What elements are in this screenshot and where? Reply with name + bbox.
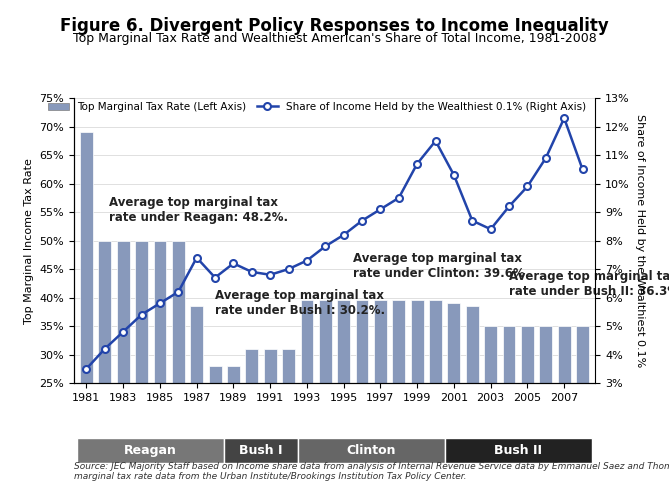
Text: Reagan: Reagan <box>124 444 177 457</box>
Text: Source: JEC Majority Staff based on Income share data from analysis of Internal : Source: JEC Majority Staff based on Inco… <box>74 462 669 481</box>
Bar <box>190 306 203 491</box>
Bar <box>227 366 240 491</box>
Bar <box>521 326 534 491</box>
FancyBboxPatch shape <box>224 438 298 463</box>
Bar <box>429 300 442 491</box>
Bar <box>300 300 313 491</box>
Legend: Top Marginal Tax Rate (Left Axis), Share of Income Held by the Wealthiest 0.1% (: Top Marginal Tax Rate (Left Axis), Share… <box>44 98 590 116</box>
Bar <box>98 241 111 491</box>
FancyBboxPatch shape <box>445 438 592 463</box>
Bar <box>466 305 479 491</box>
Text: Top Marginal Tax Rate and Wealthiest American's Share of Total Income, 1981-2008: Top Marginal Tax Rate and Wealthiest Ame… <box>73 32 596 45</box>
Bar <box>539 326 552 491</box>
Bar <box>374 300 387 491</box>
Bar <box>337 300 350 491</box>
Bar <box>448 302 460 491</box>
Bar <box>264 349 276 491</box>
Bar <box>356 300 369 491</box>
Text: Average top marginal tax
rate under Clinton: 39.6%.: Average top marginal tax rate under Clin… <box>353 252 529 280</box>
Bar <box>411 300 423 491</box>
Bar <box>558 326 571 491</box>
Bar <box>246 349 258 491</box>
FancyBboxPatch shape <box>298 438 445 463</box>
Bar <box>135 241 148 491</box>
Bar <box>153 241 167 491</box>
Bar <box>172 241 185 491</box>
Bar <box>80 132 93 491</box>
Bar <box>319 300 332 491</box>
Bar <box>209 366 221 491</box>
Text: Bush II: Bush II <box>494 444 543 457</box>
Y-axis label: Top Marginal Income Tax Rate: Top Marginal Income Tax Rate <box>23 158 33 324</box>
Text: Figure 6. Divergent Policy Responses to Income Inequality: Figure 6. Divergent Policy Responses to … <box>60 17 609 35</box>
Text: Average top marginal tax
rate under Reagan: 48.2%.: Average top marginal tax rate under Reag… <box>108 195 288 223</box>
Bar <box>393 300 405 491</box>
Text: Clinton: Clinton <box>347 444 396 457</box>
Bar <box>282 349 295 491</box>
Text: Average top marginal tax
rate under Bush I: 30.2%.: Average top marginal tax rate under Bush… <box>215 290 385 318</box>
Text: Average top marginal tax
rate under Bush II: 36.3%.: Average top marginal tax rate under Bush… <box>509 270 669 298</box>
Bar <box>576 326 589 491</box>
Y-axis label: Share of Income Held by the Wealthiest 0.1%: Share of Income Held by the Wealthiest 0… <box>636 114 646 367</box>
Text: Bush I: Bush I <box>240 444 283 457</box>
Bar <box>117 241 130 491</box>
FancyBboxPatch shape <box>77 438 224 463</box>
Bar <box>484 326 497 491</box>
Bar <box>502 326 516 491</box>
